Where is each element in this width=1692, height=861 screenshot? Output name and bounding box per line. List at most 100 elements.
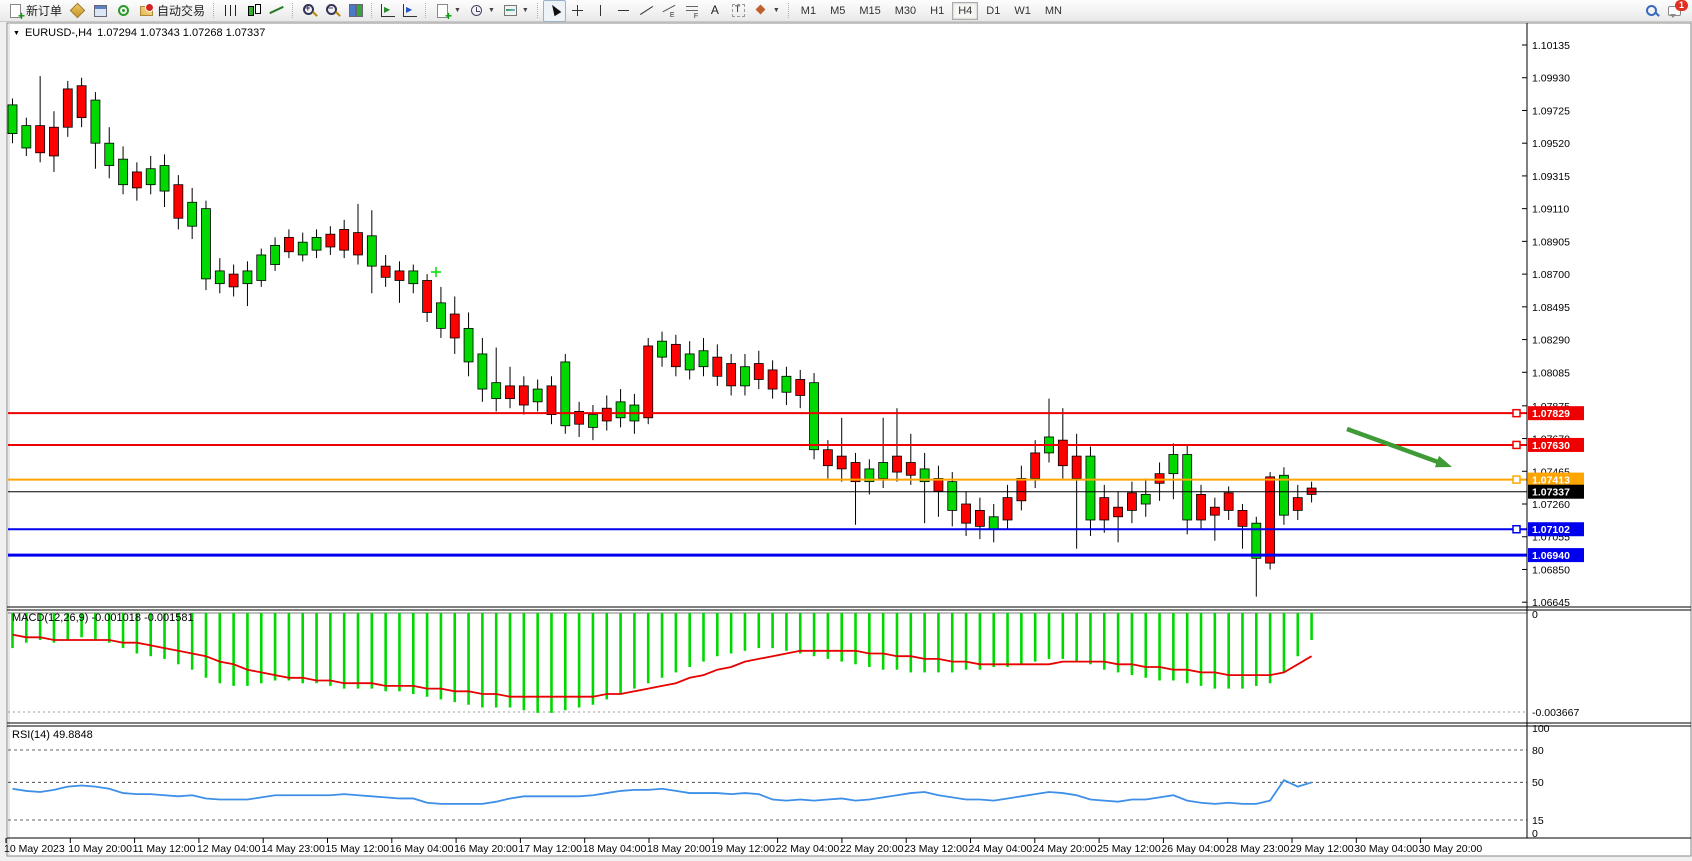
toolbar-separator [213, 3, 215, 18]
tf-button-M15[interactable]: M15 [859, 4, 881, 17]
text-button[interactable] [704, 0, 727, 22]
svg-text:1.06940: 1.06940 [1532, 550, 1570, 562]
svg-text:1.07829: 1.07829 [1532, 408, 1570, 420]
profiles-button[interactable] [377, 0, 399, 22]
templates-icon [503, 3, 518, 18]
add-indicator-button[interactable]: ▼ [431, 0, 465, 22]
tf-button-D1[interactable]: D1 [986, 4, 1001, 17]
price-tag [1528, 484, 1584, 499]
search-icon[interactable] [1644, 3, 1659, 18]
svg-text:0: 0 [1532, 609, 1538, 621]
data-window-button[interactable] [89, 0, 112, 22]
equidistant-channel-button[interactable] [658, 0, 681, 22]
chart-window [6, 22, 1692, 857]
clock-icon [469, 3, 484, 18]
new-order-button[interactable]: 新订单 [4, 0, 66, 22]
indicator-list-icon [403, 4, 418, 17]
line-edge-marker [1512, 524, 1521, 534]
svg-text:29 May 12:00: 29 May 12:00 [1290, 843, 1354, 855]
line-chart-button[interactable] [265, 0, 288, 22]
arrows-button[interactable]: ▼ [750, 0, 784, 22]
vertical-line-icon [593, 3, 608, 18]
timeframe-group: M1 M5 M15 M30 H1 H4 D1 W1 MN [794, 1, 1069, 20]
svg-text:1.09315: 1.09315 [1532, 171, 1570, 183]
toolbar-right-group: 1 [1644, 0, 1688, 18]
horizontal-level-lines[interactable] [8, 408, 1527, 557]
svg-text:1.08085: 1.08085 [1532, 367, 1570, 379]
svg-text:22 May 20:00: 22 May 20:00 [840, 843, 904, 855]
svg-text:14 May 23:00: 14 May 23:00 [261, 843, 325, 855]
zoom-in-button[interactable]: + [298, 0, 321, 22]
svg-text:1.08905: 1.08905 [1532, 236, 1570, 248]
svg-text:17 May 12:00: 17 May 12:00 [518, 843, 582, 855]
zoom-out-button[interactable]: − [321, 0, 344, 22]
line-edge-marker [1512, 408, 1521, 418]
svg-text:0: 0 [1532, 828, 1538, 840]
chat-icon[interactable]: 1 [1667, 0, 1688, 18]
text-label-button[interactable] [727, 0, 750, 22]
chart-title-bar[interactable]: ▼ EURUSD-,H4 1.07294 1.07343 1.07268 1.0… [13, 27, 265, 39]
tf-button-H1[interactable]: H1 [930, 4, 945, 17]
indicator-list-button[interactable] [399, 0, 421, 22]
chevron-down-icon: ▼ [454, 7, 461, 14]
svg-text:-0.003667: -0.003667 [1532, 707, 1579, 719]
svg-text:15: 15 [1532, 815, 1544, 827]
ohlc-bars-button[interactable] [219, 0, 242, 22]
fibonacci-icon [685, 3, 700, 20]
crosshair-button[interactable] [566, 0, 589, 22]
svg-text:1.07337: 1.07337 [1532, 487, 1570, 499]
svg-text:10 May 20:00: 10 May 20:00 [68, 843, 132, 855]
tf-button-M1[interactable]: M1 [800, 4, 817, 17]
rsi-line [12, 779, 1312, 805]
navigator-button[interactable] [112, 0, 135, 22]
equidistant-channel-icon [662, 3, 677, 19]
cursor-button[interactable] [542, 0, 566, 22]
tf-button-MN[interactable]: MN [1044, 4, 1062, 17]
trendline-button[interactable] [635, 0, 658, 22]
candlestick-icon [246, 3, 262, 18]
svg-text:30 May 04:00: 30 May 04:00 [1354, 843, 1418, 855]
svg-text:1.07413: 1.07413 [1532, 475, 1570, 487]
tile-windows-button[interactable] [344, 0, 367, 22]
market-watch-button[interactable] [66, 0, 89, 22]
svg-text:1.09930: 1.09930 [1532, 73, 1570, 85]
tf-button-M30[interactable]: M30 [894, 4, 917, 17]
svg-text:1.06850: 1.06850 [1532, 564, 1570, 576]
fibonacci-button[interactable] [681, 0, 704, 22]
svg-text:50: 50 [1532, 777, 1544, 789]
svg-text:80: 80 [1532, 745, 1544, 757]
line-edge-marker [1512, 475, 1521, 484]
symbol-dropdown-icon[interactable]: ▼ [13, 29, 20, 37]
svg-text:30 May 20:00: 30 May 20:00 [1419, 843, 1483, 855]
candlestick-button[interactable] [242, 0, 265, 22]
tf-button-H4[interactable]: H4 [952, 1, 979, 20]
plus-marker [431, 267, 441, 277]
svg-text:15 May 12:00: 15 May 12:00 [326, 843, 390, 855]
price-tag [1528, 472, 1584, 487]
price-tag [1528, 548, 1584, 563]
line-edge-marker [1512, 440, 1521, 450]
svg-text:12 May 04:00: 12 May 04:00 [197, 843, 261, 855]
svg-text:24 May 20:00: 24 May 20:00 [1033, 843, 1097, 855]
trendline-icon [639, 3, 654, 18]
svg-text:1.09520: 1.09520 [1532, 138, 1570, 150]
price-tag [1528, 522, 1584, 537]
trend-arrow-annotation[interactable] [1346, 426, 1452, 468]
navigator-icon [116, 3, 131, 18]
autotrade-label: 自动交易 [157, 4, 206, 18]
svg-text:11 May 12:00: 11 May 12:00 [133, 843, 196, 855]
text-icon [708, 3, 723, 18]
vertical-line-button[interactable] [589, 0, 612, 22]
tf-button-M5[interactable]: M5 [830, 4, 846, 17]
svg-text:1.07102: 1.07102 [1532, 524, 1570, 536]
arrows-icon [754, 3, 769, 18]
tf-button-W1[interactable]: W1 [1014, 4, 1031, 17]
autotrade-button[interactable]: 自动交易 [135, 0, 209, 22]
periods-button[interactable]: ▼ [465, 0, 499, 22]
horizontal-line-button[interactable] [612, 0, 635, 22]
templates-button[interactable]: ▼ [499, 0, 533, 22]
symbol-timeframe-label: EURUSD-,H4 [24, 27, 93, 39]
